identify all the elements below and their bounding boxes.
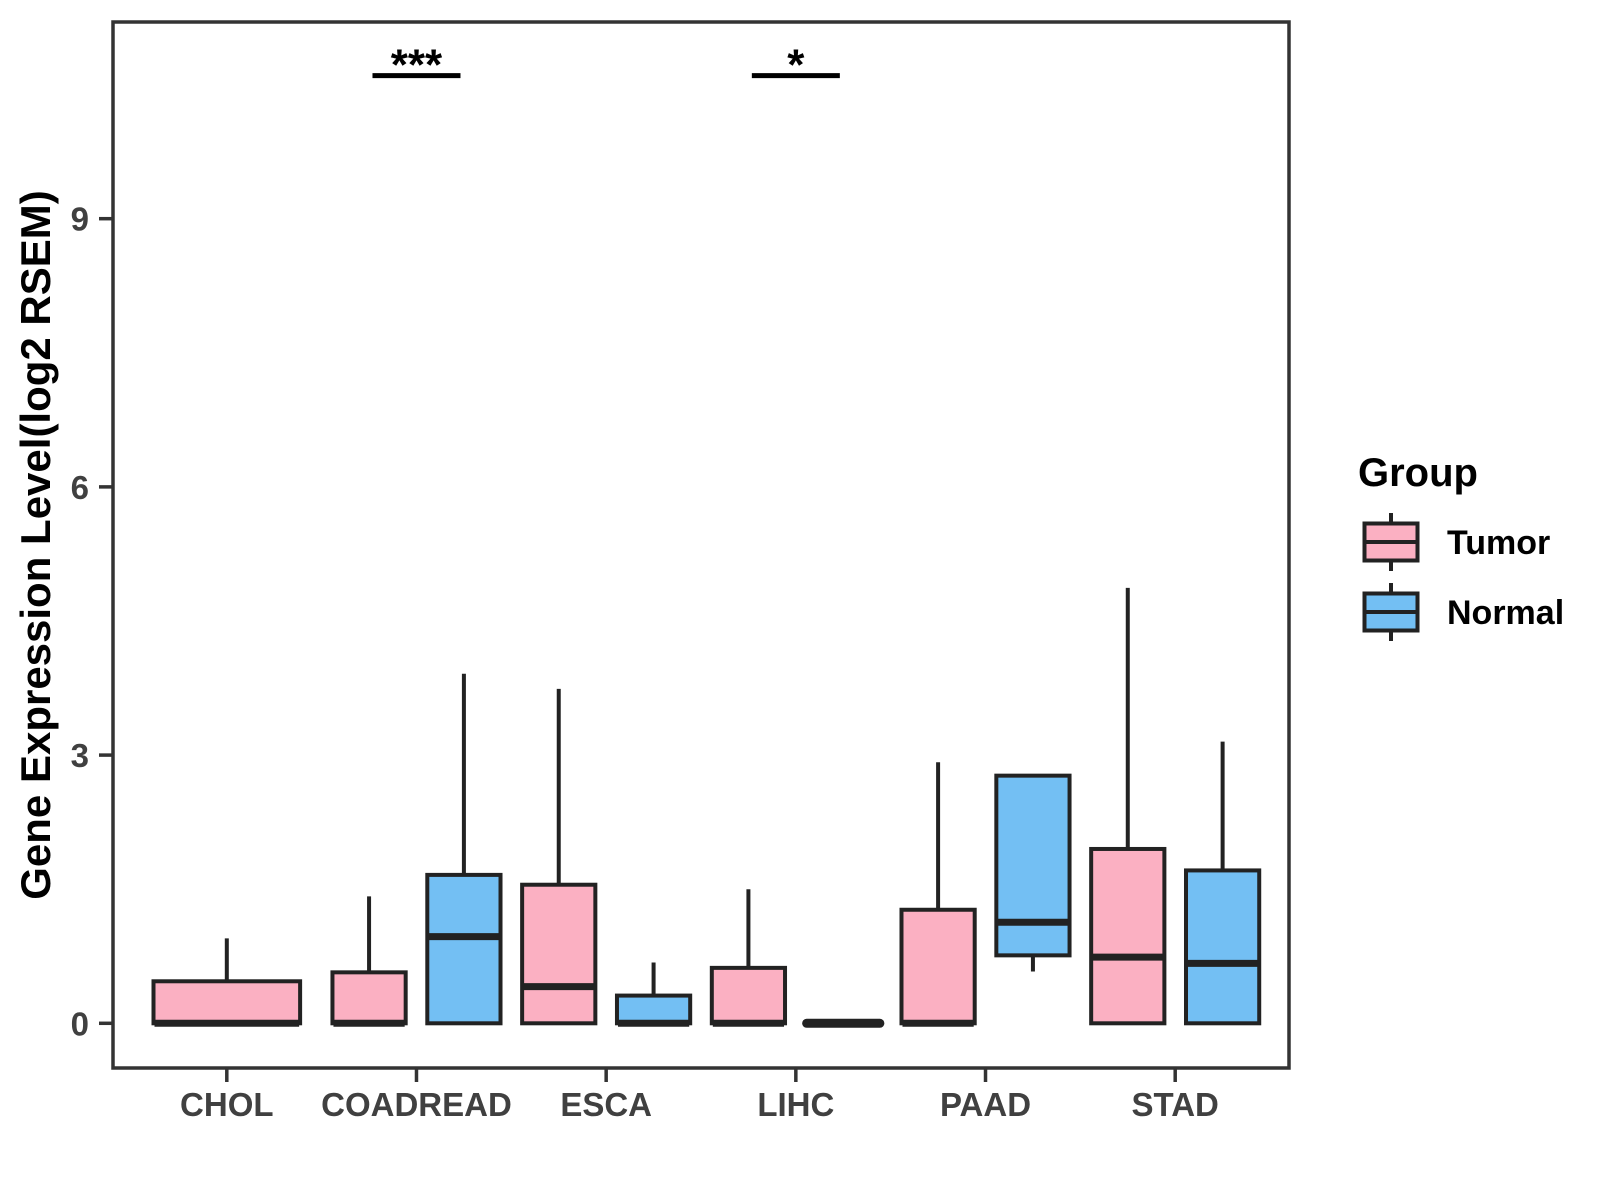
x-category-label-COADREAD: COADREAD (321, 1086, 512, 1123)
iqr-box (899, 907, 977, 1026)
y-tick-label: 9 (71, 201, 89, 238)
significance-LIHC: * (751, 41, 840, 90)
x-category-label-CHOL: CHOL (180, 1086, 274, 1123)
iqr-box (330, 970, 408, 1026)
box-STAD-Normal (1184, 741, 1262, 1026)
significance-COADREAD: *** (372, 41, 461, 90)
iqr-box (425, 872, 503, 1026)
iqr-box (614, 993, 693, 1026)
y-tick-label: 6 (71, 469, 89, 506)
x-category-label-LIHC: LIHC (757, 1086, 834, 1123)
box-PAAD-Tumor (899, 762, 977, 1027)
box-PAAD-Normal (994, 773, 1072, 972)
legend-entry-normal: Normal (1362, 583, 1564, 641)
box-COADREAD-Normal (425, 673, 503, 1026)
box-LIHC-Tumor (709, 889, 788, 1027)
iqr-box (709, 965, 788, 1026)
significance-stars: *** (391, 41, 443, 90)
legend-entry-tumor: Tumor (1362, 513, 1550, 571)
box-STAD-Tumor (1089, 587, 1167, 1026)
box-COADREAD-Tumor (330, 896, 408, 1027)
legend-entries: Tumor Normal (1362, 513, 1564, 641)
y-axis-title: Gene Expression Level(log2 RSEM) (12, 190, 59, 900)
boxes-layer (151, 587, 1262, 1028)
legend-label-normal: Normal (1447, 594, 1564, 632)
y-tick-label: 0 (71, 1005, 89, 1042)
iqr-box (994, 773, 1072, 958)
iqr-box (151, 979, 303, 1026)
box-ESCA-Tumor (520, 688, 598, 1026)
x-category-label-ESCA: ESCA (560, 1086, 652, 1123)
plot-panel (111, 20, 1291, 1070)
iqr-box (1089, 846, 1167, 1026)
legend: Group Tumor Normal (1358, 451, 1564, 641)
box-ESCA-Normal (614, 962, 693, 1027)
legend-title: Group (1358, 451, 1478, 495)
significance-stars: * (787, 41, 805, 90)
box-CHOL-Tumor (151, 938, 303, 1027)
annotations-layer: *** * (372, 41, 840, 90)
axis-ticks-layer: 0 3 6 9 CHOL COADREAD ESCA LIHC PAAD STAD (71, 201, 1219, 1123)
legend-label-tumor: Tumor (1447, 524, 1550, 562)
x-category-label-PAAD: PAAD (940, 1086, 1031, 1123)
x-category-label-STAD: STAD (1131, 1086, 1218, 1123)
y-tick-label: 3 (71, 737, 89, 774)
iqr-box (1184, 868, 1262, 1026)
iqr-box (520, 882, 598, 1026)
